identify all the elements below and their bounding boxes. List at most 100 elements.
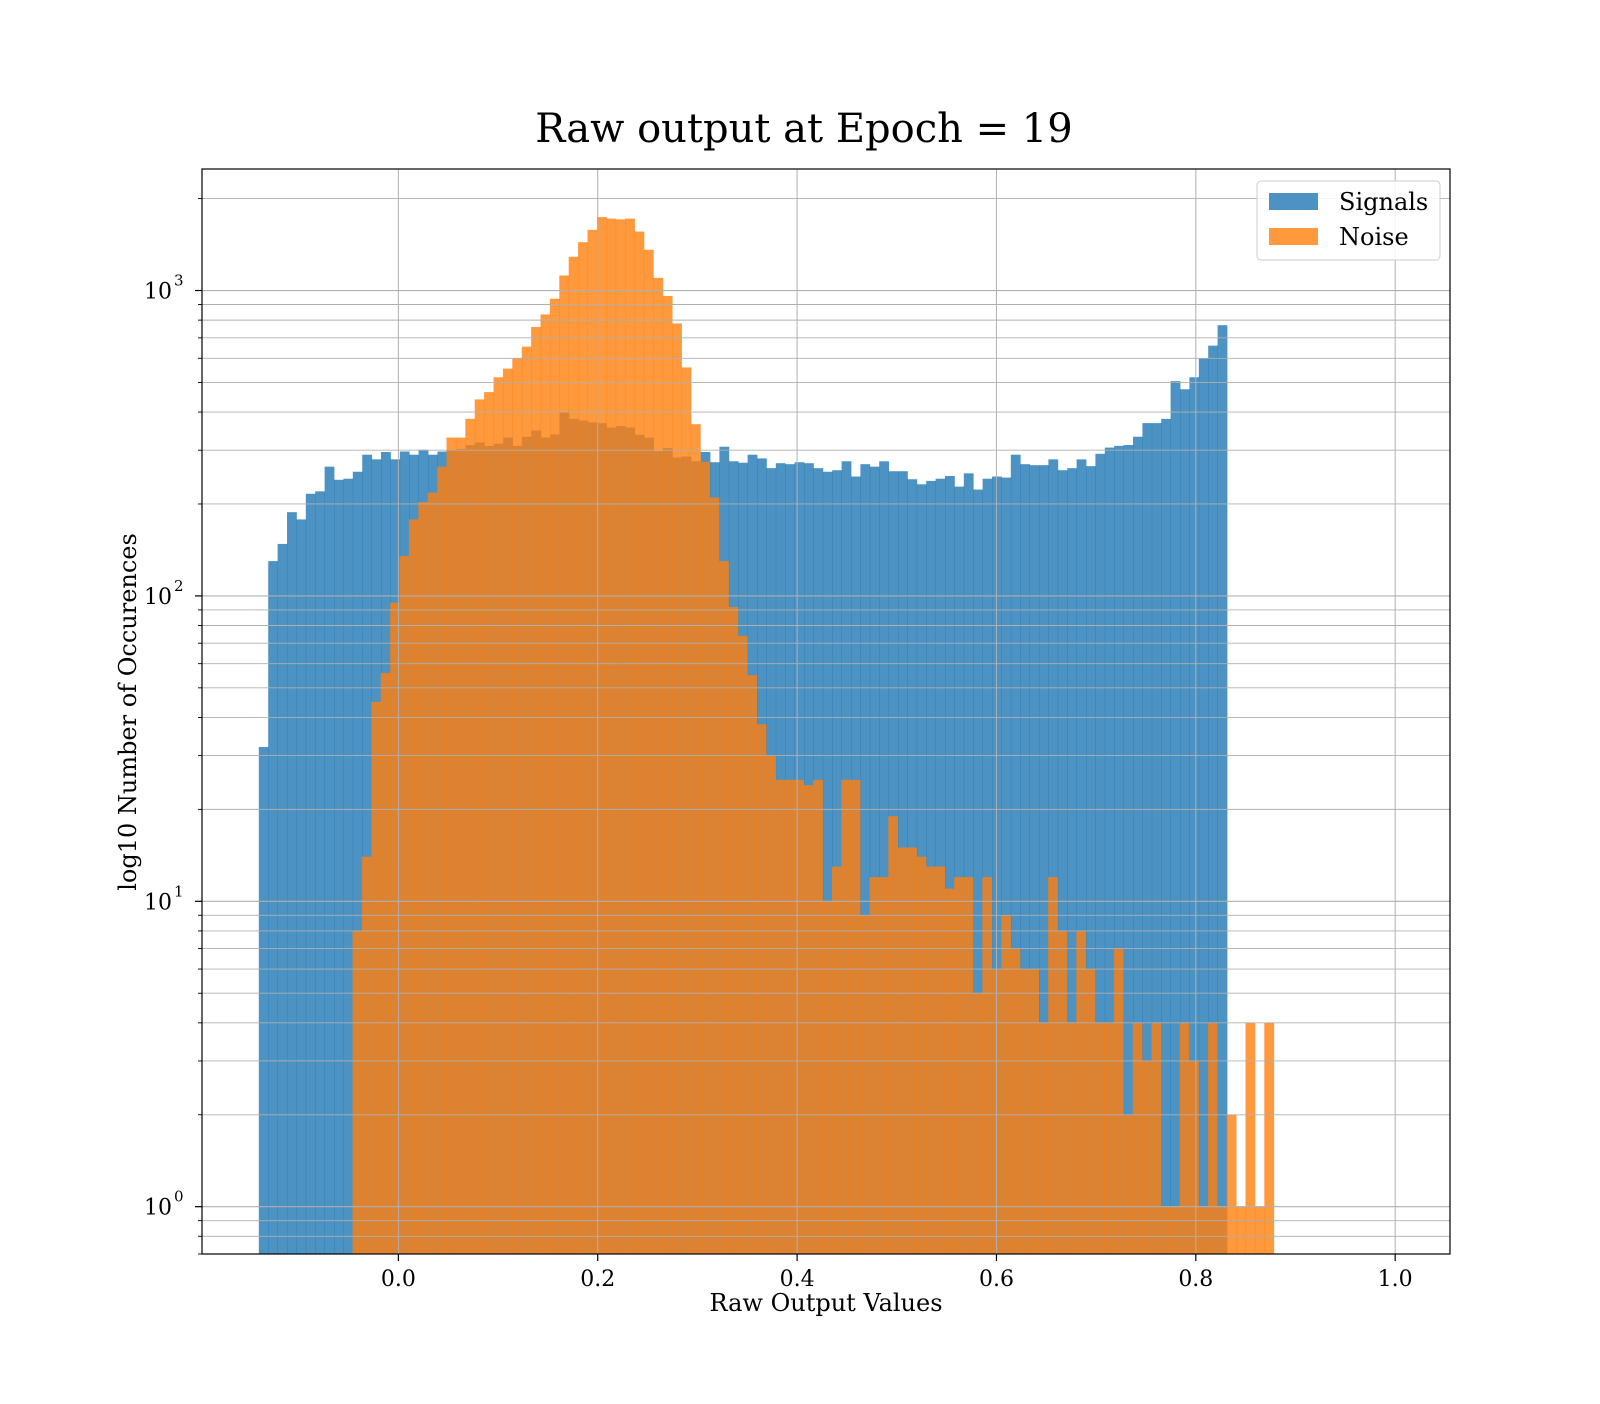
bar-noise-8 [427,492,438,1254]
bar-noise-25 [587,229,598,1255]
bar-signals-61 [832,470,843,1255]
bar-noise-34 [672,323,682,1255]
bar-noise-0 [352,930,363,1254]
bar-signals-5 [305,493,316,1254]
bar-noise-19 [531,326,541,1254]
bar-noise-42 [747,675,758,1254]
grid-layer [202,169,1450,1255]
bar-noise-70 [1010,948,1021,1254]
bar-signals-90 [1104,447,1115,1255]
y-tick-label-2: 10 [144,585,172,610]
bar-noise-80 [1104,1022,1115,1254]
plot-frame [201,168,1451,1255]
bar-noise-96 [1254,1206,1265,1254]
bar-noise-21 [549,298,560,1255]
bars-layer [258,217,1275,1255]
bar-signals-64 [860,464,871,1254]
bar-signals-99 [1189,377,1200,1254]
bar-signals-66 [879,461,890,1254]
x-tick-label-5: 1.0 [1378,1267,1413,1292]
bar-signals-80 [1010,454,1021,1254]
bar-noise-16 [502,368,513,1254]
bar-noise-11 [455,437,466,1254]
bar-signals-1 [268,561,279,1254]
bar-signals-102 [1217,325,1228,1254]
bar-noise-51 [831,866,842,1254]
y-tick-exponent-3: 3 [174,272,184,290]
x-tick-label-0: 0.0 [381,1267,416,1292]
bar-signals-82 [1029,465,1040,1254]
bar-noise-1 [361,856,372,1254]
legend-label-noise: Noise [1339,223,1409,251]
bar-noise-13 [474,399,485,1254]
bar-noise-53 [850,779,861,1254]
bar-noise-6 [408,519,419,1254]
bar-noise-31 [643,249,654,1254]
y-tick-label-3: 10 [144,280,172,305]
bar-noise-81 [1113,948,1124,1254]
bar-noise-37 [700,461,711,1254]
bar-noise-95 [1245,1022,1256,1254]
bar-noise-82 [1123,1114,1134,1254]
bar-noise-43 [756,724,767,1254]
bar-signals-96 [1161,418,1172,1254]
bar-noise-17 [512,358,523,1254]
bar-noise-47 [794,779,805,1254]
bar-signals-65 [869,466,880,1254]
bar-signals-74 [954,486,965,1254]
bar-signals-81 [1020,464,1031,1254]
bar-noise-36 [690,424,701,1254]
bar-signals-8 [334,479,344,1254]
bar-noise-72 [1029,969,1040,1254]
bar-noise-92 [1217,1206,1228,1254]
bar-noise-83 [1132,1022,1143,1254]
bar-noise-12 [465,418,476,1254]
bar-signals-97 [1170,381,1181,1254]
bar-noise-58 [897,847,908,1254]
y-axis-title: log10 Number of Occurences [114,533,142,891]
bar-noise-41 [737,635,748,1254]
bar-noise-55 [869,877,880,1254]
bar-noise-90 [1198,1206,1209,1254]
bar-noise-57 [888,816,899,1254]
bar-signals-79 [1001,477,1012,1254]
bar-noise-33 [662,295,673,1254]
bar-noise-65 [963,877,974,1254]
bar-noise-2 [371,701,382,1254]
x-tick-label-3: 0.6 [979,1267,1014,1292]
bar-noise-66 [972,993,983,1254]
bar-signals-92 [1123,445,1134,1254]
bar-noise-76 [1066,1022,1077,1254]
bar-noise-46 [784,779,795,1254]
series-noise [352,217,1275,1255]
bar-noise-86 [1160,1206,1171,1254]
bar-noise-97 [1264,1022,1275,1254]
bar-signals-98 [1180,389,1190,1254]
bar-signals-3 [287,512,297,1254]
bar-noise-20 [540,314,551,1254]
bar-noise-59 [907,847,917,1254]
bar-noise-63 [944,888,955,1254]
bar-noise-85 [1151,1022,1162,1254]
bar-noise-3 [380,672,391,1254]
bar-noise-78 [1085,969,1096,1254]
bar-noise-22 [559,275,570,1254]
x-tick-label-1: 0.2 [580,1267,615,1292]
bar-noise-39 [719,561,729,1254]
bar-signals-88 [1086,466,1096,1254]
y-tick-exponent-2: 2 [174,577,184,595]
bar-noise-56 [878,877,889,1254]
bar-signals-11 [362,454,373,1254]
bar-signals-101 [1208,345,1218,1254]
bar-signals-60 [822,471,833,1254]
bar-signals-83 [1039,465,1049,1254]
bar-noise-73 [1038,1022,1049,1254]
bar-signals-75 [963,473,974,1255]
bar-noise-4 [390,602,400,1254]
y-tick-label-0: 10 [144,1196,172,1221]
chart-title: Raw output at Epoch = 19 [535,106,1072,152]
bar-signals-94 [1142,423,1153,1254]
bar-noise-88 [1179,1022,1190,1254]
bar-signals-73 [945,475,955,1254]
